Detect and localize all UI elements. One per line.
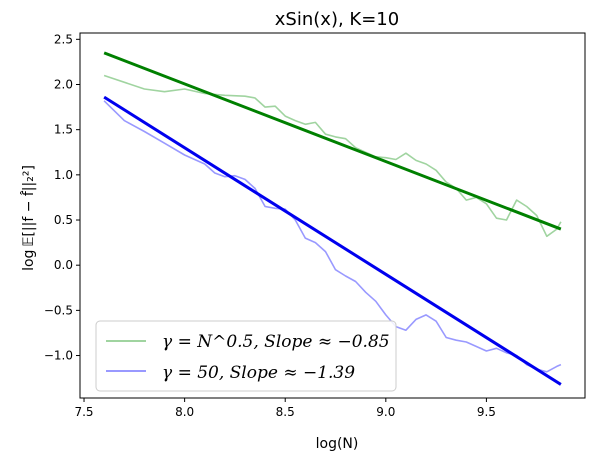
y-axis-label: log 𝔼[||f − f̂||₂²] (20, 165, 37, 271)
x-tick-label: 8.5 (276, 405, 295, 419)
legend-label-series-1: γ = N^0.5, Slope ≈ −0.85 (162, 332, 390, 352)
y-tick-label: 0.5 (54, 213, 73, 227)
chart-title: xSin(x), K=10 (275, 9, 399, 30)
legend-frame (95, 320, 397, 392)
y-tick-label: 1.0 (54, 168, 73, 182)
x-tick-label: 9.5 (477, 405, 496, 419)
y-axis: 2.5 2.0 1.5 1.0 0.5 0.0 −0.5 −1.0 (44, 32, 80, 363)
y-tick-label: 2.5 (54, 32, 73, 46)
series-line-1 (103, 74, 562, 238)
series-line-2 (103, 100, 562, 373)
y-tick-label: 2.0 (54, 77, 73, 91)
x-tick-label: 9.0 (376, 405, 395, 419)
legend-label-series-2: γ = 50, Slope ≈ −1.39 (162, 363, 355, 383)
fit-line-1 (103, 51, 562, 231)
legend: γ = N^0.5, Slope ≈ −0.85 γ = 50, Slope ≈… (95, 320, 397, 392)
y-tick-label: 1.5 (54, 123, 73, 137)
y-tick-label: 0.0 (54, 258, 73, 272)
fit-line-2 (103, 95, 562, 386)
plot-area (103, 51, 562, 386)
x-axis: 7.5 8.0 8.5 9.0 9.5 (74, 398, 496, 419)
x-axis-label: log(N) (316, 436, 359, 452)
x-tick-label: 7.5 (74, 405, 93, 419)
x-tick-label: 8.0 (175, 405, 194, 419)
y-tick-label: −1.0 (44, 349, 73, 363)
y-tick-label: −0.5 (44, 303, 73, 317)
plot-frame (79, 32, 586, 399)
